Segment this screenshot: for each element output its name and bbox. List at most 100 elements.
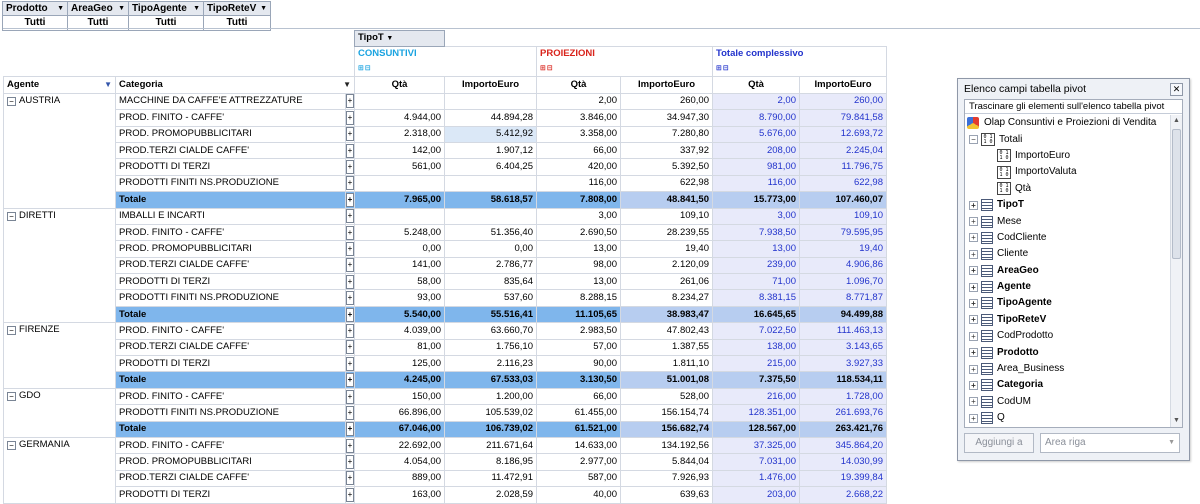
category-cell[interactable]: PRODOTTI FINITI NS.PRODUZIONE (115, 289, 346, 307)
tree-field[interactable]: + Q (965, 410, 1170, 426)
value-cell[interactable]: 203,00 (712, 486, 800, 504)
value-cell[interactable]: 22.692,00 (354, 436, 445, 455)
value-cell[interactable]: 105.539,02 (444, 404, 537, 422)
expand-icon[interactable]: + (346, 471, 354, 486)
value-cell[interactable]: 150,00 (354, 387, 445, 406)
value-cell[interactable]: 163,00 (354, 486, 445, 504)
expand-cell[interactable]: + (345, 223, 355, 242)
expand-collapse-icon[interactable]: ⊞⊟ (716, 65, 730, 73)
category-cell[interactable]: PROD. PROMOPUBBLICITARI (115, 240, 346, 258)
value-cell[interactable]: 8.234,27 (620, 289, 713, 307)
value-cell[interactable]: 3.927,33 (799, 355, 887, 373)
expand-cell[interactable]: + (345, 191, 355, 209)
expand-cell[interactable]: + (345, 125, 355, 143)
expand-cell[interactable]: + (345, 158, 355, 176)
value-cell[interactable]: 1.476,00 (712, 469, 800, 488)
tree-field[interactable]: + CodProdotto (965, 328, 1170, 344)
filter-tiporetev[interactable]: TipoReteV ▼ Tutti (203, 1, 271, 31)
expand-cell[interactable]: + (345, 92, 355, 111)
value-cell[interactable]: 2,00 (712, 92, 800, 111)
value-cell[interactable]: 93,00 (354, 289, 445, 307)
collapse-icon[interactable]: − (7, 326, 16, 336)
value-cell[interactable]: 116,00 (712, 174, 800, 193)
filter-tipoagente[interactable]: TipoAgente ▼ Tutti (128, 1, 204, 31)
expand-cell[interactable]: + (345, 322, 355, 340)
total-value-cell[interactable]: 7.808,00 (536, 191, 621, 209)
value-cell[interactable]: 138,00 (712, 338, 800, 357)
total-value-cell[interactable]: 38.983,47 (620, 305, 713, 324)
total-value-cell[interactable]: 128.567,00 (712, 420, 800, 438)
value-cell[interactable]: 216,00 (712, 387, 800, 406)
expand-icon[interactable]: + (346, 405, 354, 420)
value-cell[interactable]: 3.143,65 (799, 338, 887, 357)
value-cell[interactable]: 1.811,10 (620, 355, 713, 373)
value-cell[interactable]: 622,98 (799, 174, 887, 193)
expand-icon[interactable]: + (346, 258, 354, 273)
expand-cell[interactable]: + (345, 273, 355, 291)
value-cell[interactable]: 2.318,00 (354, 125, 445, 143)
expand-cell[interactable]: + (345, 338, 355, 357)
expand-icon[interactable]: + (969, 380, 978, 390)
value-cell[interactable]: 2.245,04 (799, 141, 887, 160)
value-cell[interactable]: 4.039,00 (354, 322, 445, 340)
tree-field[interactable]: + Agente (965, 279, 1170, 295)
value-cell[interactable]: 2.983,50 (536, 322, 621, 340)
value-cell[interactable]: 51.356,40 (444, 223, 537, 242)
value-cell[interactable]: 337,92 (620, 141, 713, 160)
category-cell[interactable]: PRODOTTI FINITI NS.PRODUZIONE (115, 404, 346, 422)
total-value-cell[interactable]: 48.841,50 (620, 191, 713, 209)
value-cell[interactable]: 3,00 (536, 207, 621, 225)
value-cell[interactable]: 2.786,77 (444, 256, 537, 275)
total-value-cell[interactable]: 156.682,74 (620, 420, 713, 438)
expand-icon[interactable]: + (346, 323, 354, 338)
category-cell[interactable]: PROD.TERZI CIALDE CAFFE' (115, 141, 346, 160)
value-cell[interactable]: 8.288,15 (536, 289, 621, 307)
total-value-cell[interactable]: 67.046,00 (354, 420, 445, 438)
value-cell[interactable]: 19,40 (620, 240, 713, 258)
expand-icon[interactable]: + (346, 307, 354, 322)
expand-cell[interactable]: + (345, 240, 355, 258)
expand-icon[interactable]: + (969, 266, 978, 276)
close-icon[interactable]: ✕ (1170, 82, 1183, 96)
dropdown-arrow-icon[interactable]: ▼ (260, 5, 267, 12)
total-value-cell[interactable]: 51.001,08 (620, 371, 713, 389)
tree-scrollbar[interactable]: ▲ ▼ (1170, 115, 1182, 427)
value-cell[interactable]: 79.595,95 (799, 223, 887, 242)
value-cell[interactable]: 2.668,22 (799, 486, 887, 504)
expand-cell[interactable]: + (345, 453, 355, 471)
value-cell[interactable]: 141,00 (354, 256, 445, 275)
value-cell[interactable]: 260,00 (799, 92, 887, 111)
value-cell[interactable]: 14.030,99 (799, 453, 887, 471)
value-cell[interactable]: 14.633,00 (536, 436, 621, 455)
value-cell[interactable] (444, 92, 537, 111)
total-value-cell[interactable]: 55.516,41 (444, 305, 537, 324)
value-cell[interactable]: 1.096,70 (799, 273, 887, 291)
tree-field[interactable]: + TipoT (965, 197, 1170, 213)
category-cell[interactable]: PRODOTTI FINITI NS.PRODUZIONE (115, 174, 346, 193)
value-cell[interactable]: 7.031,00 (712, 453, 800, 471)
value-cell[interactable]: 90,00 (536, 355, 621, 373)
tree-field[interactable]: + AreaGeo (965, 263, 1170, 279)
value-cell[interactable]: 1.200,00 (444, 387, 537, 406)
value-cell[interactable]: 5.844,04 (620, 453, 713, 471)
expand-icon[interactable]: + (969, 331, 978, 341)
agent-cell[interactable]: − AUSTRIA (3, 92, 116, 209)
expand-icon[interactable]: + (969, 397, 978, 407)
category-cell[interactable]: PRODOTTI DI TERZI (115, 158, 346, 176)
total-value-cell[interactable]: 263.421,76 (799, 420, 887, 438)
expand-icon[interactable]: + (969, 413, 978, 423)
value-cell[interactable] (444, 207, 537, 225)
value-cell[interactable]: 63.660,70 (444, 322, 537, 340)
value-cell[interactable]: 0,00 (444, 240, 537, 258)
expand-icon[interactable]: + (346, 291, 354, 306)
expand-icon[interactable]: + (346, 389, 354, 404)
expand-cell[interactable]: + (345, 436, 355, 455)
value-cell[interactable]: 2.977,00 (536, 453, 621, 471)
expand-icon[interactable]: + (346, 455, 354, 470)
col-group-consuntivi[interactable]: CONSUNTIVI ⊞⊟ (354, 46, 537, 78)
value-cell[interactable]: 66,00 (536, 387, 621, 406)
value-cell[interactable]: 4.054,00 (354, 453, 445, 471)
row-field-agente[interactable]: Agente ▼ (3, 76, 116, 94)
expand-icon[interactable]: + (346, 422, 354, 437)
